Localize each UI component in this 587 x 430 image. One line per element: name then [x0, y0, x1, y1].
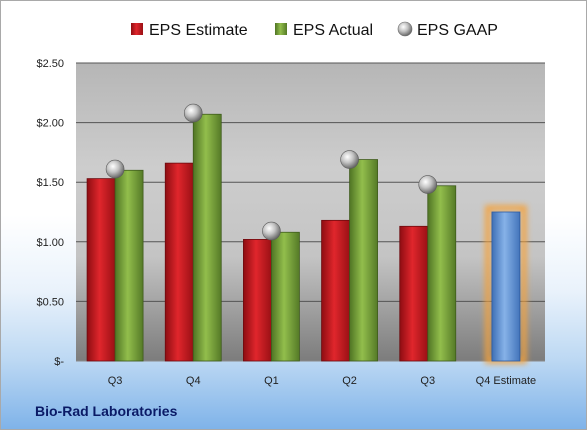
legend-label: EPS Actual — [293, 22, 373, 39]
y-tick-label: $2.50 — [36, 58, 64, 70]
legend-marker-eps-actual — [275, 23, 287, 35]
plot-area — [76, 63, 545, 361]
eps-actual-bar — [192, 113, 222, 362]
y-tick-label: $2.00 — [36, 118, 64, 130]
eps-gaap-marker — [262, 221, 281, 241]
legend-marker-eps-estimate — [131, 23, 143, 35]
eps-estimate-bar — [243, 239, 272, 362]
eps-actual-bar — [427, 185, 457, 362]
legend-label: EPS GAAP — [417, 22, 498, 39]
x-tick-label: Q3 — [420, 375, 435, 387]
eps-estimate-bar — [86, 178, 116, 362]
eps-gaap-marker — [418, 175, 438, 194]
x-tick-label: Q1 — [264, 375, 279, 387]
company-name: Bio-Rad Laboratories — [35, 403, 178, 419]
eps-estimate-bar — [321, 219, 350, 362]
eps-gaap-marker — [183, 103, 203, 123]
eps-gaap-marker — [340, 150, 359, 169]
y-tick-label: $1.50 — [36, 177, 64, 189]
eps-estimate-bar — [164, 162, 194, 362]
legend-label: EPS Estimate — [149, 22, 248, 39]
eps-actual-bar — [349, 159, 378, 362]
eps-forecast-bar — [491, 211, 521, 362]
y-tick-label: $1.00 — [36, 237, 64, 249]
y-tick-label: $- — [54, 356, 64, 368]
eps-estimate-bar — [399, 225, 429, 362]
y-tick-label: $0.50 — [36, 296, 64, 308]
eps-actual-bar — [271, 231, 300, 362]
x-tick-label: Q3 — [108, 375, 123, 387]
eps-actual-bar — [114, 169, 144, 362]
eps-gaap-marker — [105, 159, 125, 179]
legend-marker-eps-gaap — [397, 21, 413, 37]
x-tick-label: Q4 Estimate — [476, 375, 537, 387]
x-tick-label: Q2 — [342, 375, 357, 387]
x-tick-label: Q4 — [186, 375, 201, 387]
